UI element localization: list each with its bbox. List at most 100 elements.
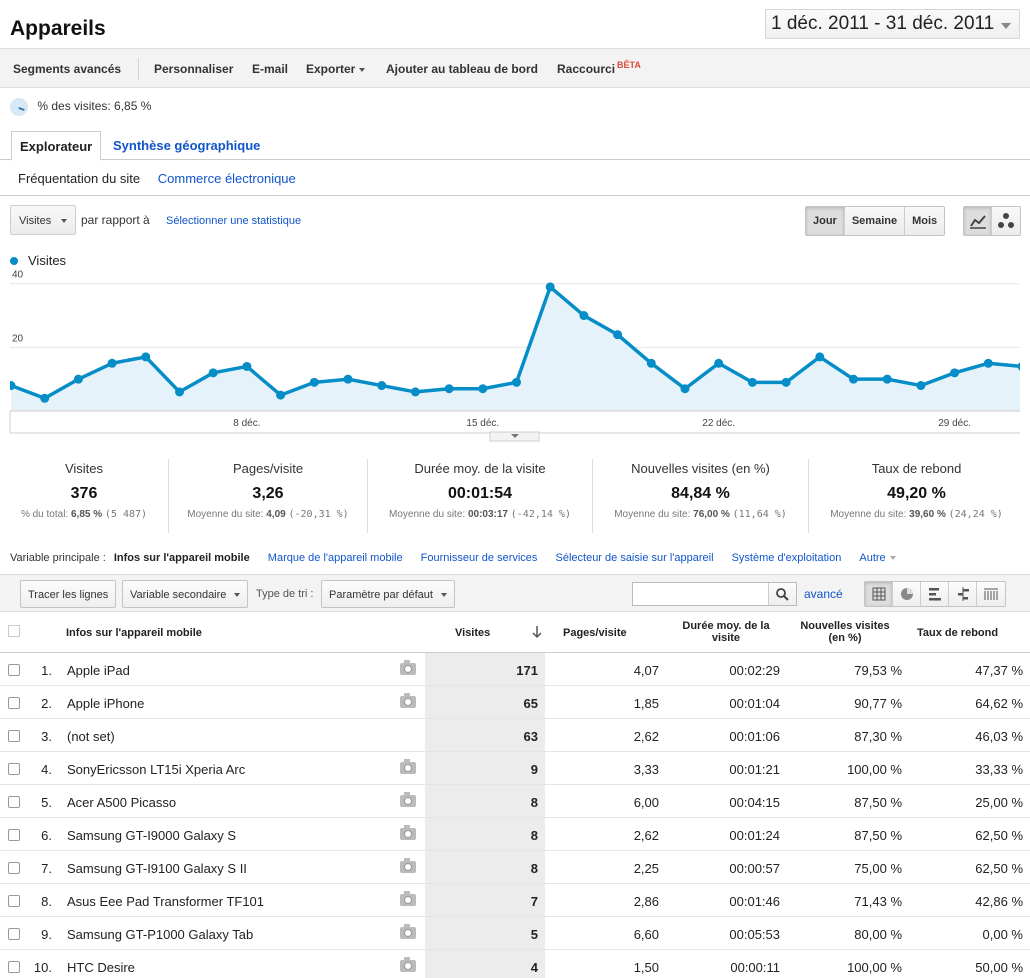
- shortcut-button[interactable]: Raccourci BÊTA: [557, 60, 641, 76]
- data-point: [545, 282, 555, 292]
- column-header-new-visits[interactable]: Nouvelles visites (en %): [792, 620, 898, 644]
- add-to-dashboard-button[interactable]: Ajouter au tableau de bord: [386, 62, 539, 76]
- table-row[interactable]: 8. Asus Eee Pad Transformer TF101 7 2,86 00:…: [0, 884, 1030, 917]
- data-point: [983, 358, 993, 368]
- select-all-checkbox[interactable]: [8, 625, 20, 637]
- column-header-avg-duration[interactable]: Durée moy. de la visite: [672, 620, 780, 644]
- table-row[interactable]: 2. Apple iPhone 65 1,85 00:01:04 90,77 % 64,62…: [0, 686, 1030, 719]
- secondary-dimension-select[interactable]: Variable secondaire: [122, 580, 249, 608]
- plot-rows-button[interactable]: Tracer les lignes: [20, 580, 117, 608]
- table-header: Infos sur l'appareil mobile Visites Page…: [0, 612, 1030, 653]
- camera-icon[interactable]: [400, 693, 416, 708]
- pages-per-visit-value: 2,62: [633, 729, 659, 744]
- customize-button[interactable]: Personnaliser: [154, 62, 234, 76]
- row-checkbox[interactable]: [8, 862, 20, 874]
- performance-view-button[interactable]: [921, 582, 949, 606]
- column-header-pages-per-visit[interactable]: Pages/visite: [563, 627, 627, 639]
- segment-percentage: % des visites: 6,85 %: [37, 99, 152, 114]
- motion-chart-button[interactable]: [992, 207, 1020, 235]
- camera-icon[interactable]: [400, 957, 416, 972]
- comparison-icon: [958, 587, 969, 601]
- pages-per-visit-value: 3,33: [633, 762, 659, 777]
- row-checkbox[interactable]: [8, 796, 20, 808]
- data-point: [882, 374, 892, 384]
- table-row[interactable]: 6. Samsung GT-I9000 Galaxy S 8 2,62 00:01:24…: [0, 818, 1030, 851]
- day-button[interactable]: Jour: [806, 207, 845, 235]
- subtab-ecommerce[interactable]: Commerce électronique: [157, 171, 296, 186]
- table-row[interactable]: 10. HTC Desire 4 1,50 00:00:11 100,00 % 50,00 …: [0, 950, 1030, 978]
- camera-icon[interactable]: [400, 924, 416, 939]
- row-checkbox[interactable]: [8, 928, 20, 940]
- row-index: 2.: [41, 696, 52, 711]
- column-header-visits[interactable]: Visites: [455, 627, 491, 639]
- camera-icon[interactable]: [400, 891, 416, 906]
- table-row[interactable]: 4. SonyEricsson LT15i Xperia Arc 9 3,33 00:0…: [0, 752, 1030, 785]
- month-button[interactable]: Mois: [912, 215, 938, 227]
- camera-icon[interactable]: [400, 792, 416, 807]
- row-checkbox[interactable]: [8, 697, 20, 709]
- table-row[interactable]: 3. (not set) 63 2,62 00:01:06 87,30 % 46,03 %: [0, 719, 1030, 752]
- search-input[interactable]: [633, 583, 765, 605]
- dimension-mobile-info: Infos sur l'appareil mobile: [113, 552, 250, 564]
- sort-type-select[interactable]: Paramètre par défaut: [321, 580, 455, 608]
- pivot-view-button[interactable]: [977, 582, 1005, 606]
- email-button[interactable]: E-mail: [252, 62, 289, 76]
- table-row[interactable]: 7. Samsung GT-I9100 Galaxy S II 8 2,25 00:00…: [0, 851, 1030, 884]
- export-button[interactable]: Exporter: [306, 62, 366, 76]
- table-view-button[interactable]: [865, 582, 893, 606]
- metric-comparison: Moyenne du site: 39,60 % (24,24 %): [809, 509, 1024, 520]
- new-visits-value: 75,00 %: [854, 861, 902, 876]
- comparison-view-button[interactable]: [949, 582, 977, 606]
- advanced-filter-link[interactable]: avancé: [804, 587, 843, 601]
- row-index: 8.: [41, 894, 52, 909]
- column-header-bounce-rate[interactable]: Taux de rebond: [917, 627, 999, 639]
- camera-icon[interactable]: [400, 660, 416, 675]
- comparison-value: 39,60 %: [909, 509, 946, 520]
- dimension-service-provider[interactable]: Fournisseur de services: [420, 552, 538, 564]
- dimension-mobile-brand[interactable]: Marque de l'appareil mobile: [267, 552, 403, 564]
- column-header-device[interactable]: Infos sur l'appareil mobile: [66, 627, 202, 639]
- table-row[interactable]: 5. Acer A500 Picasso 8 6,00 00:04:15 87,50 % 2…: [0, 785, 1030, 818]
- row-checkbox[interactable]: [8, 961, 20, 973]
- line-chart-button[interactable]: [964, 207, 992, 235]
- row-index: 5.: [41, 795, 52, 810]
- data-point: [714, 358, 724, 368]
- header-line: visite: [711, 632, 741, 644]
- tab-explorer[interactable]: Explorateur: [11, 131, 102, 161]
- data-point: [276, 390, 286, 400]
- date-range-picker[interactable]: 1 déc. 2011 - 31 déc. 2011: [765, 9, 1020, 39]
- row-checkbox[interactable]: [8, 730, 20, 742]
- pie-view-button[interactable]: [893, 582, 921, 606]
- avg-duration-value: 00:02:29: [729, 663, 780, 678]
- tab-geo-summary[interactable]: Synthèse géographique: [113, 138, 261, 153]
- metric-new-visits: Nouvelles visites (en %) 84,84 % Moyenne…: [593, 455, 808, 533]
- grid-icon: [872, 587, 886, 601]
- camera-icon[interactable]: [400, 759, 416, 774]
- visits-column-highlight: [425, 752, 545, 784]
- table-row[interactable]: 9. Samsung GT-P1000 Galaxy Tab 5 6,60 00:05:…: [0, 917, 1030, 950]
- row-checkbox[interactable]: [8, 763, 20, 775]
- select-metric-link[interactable]: Sélectionner une statistique: [166, 215, 302, 227]
- visits-column-highlight: [425, 719, 545, 751]
- table-row[interactable]: 1. Apple iPad 171 4,07 00:02:29 79,53 % 47,37 …: [0, 653, 1030, 686]
- subtab-site-usage[interactable]: Fréquentation du site: [18, 171, 141, 186]
- camera-icon[interactable]: [400, 825, 416, 840]
- dimension-operating-system[interactable]: Système d'exploitation: [731, 552, 842, 564]
- metric-value: 84,84 %: [671, 485, 730, 502]
- x-tick-label: 29 déc.: [938, 418, 971, 429]
- row-checkbox[interactable]: [8, 664, 20, 676]
- row-checkbox[interactable]: [8, 829, 20, 841]
- dimension-other-dropdown[interactable]: Autre: [859, 552, 896, 564]
- advanced-segments-button[interactable]: Segments avancés: [13, 62, 122, 76]
- comparison-value: 6,85 %: [70, 509, 103, 520]
- camera-icon[interactable]: [400, 858, 416, 873]
- row-checkbox[interactable]: [8, 895, 20, 907]
- chevron-down-icon: [1001, 23, 1011, 29]
- metric-label: Taux de rebond: [871, 461, 962, 476]
- dimension-input-selector[interactable]: Sélecteur de saisie sur l'appareil: [555, 552, 714, 564]
- week-button[interactable]: Semaine: [845, 207, 906, 235]
- search-button[interactable]: [768, 583, 796, 605]
- metric-select[interactable]: Visites: [10, 205, 76, 235]
- primary-dimension-label: Variable principale :: [10, 552, 106, 564]
- pages-per-visit-value: 6,60: [633, 927, 659, 942]
